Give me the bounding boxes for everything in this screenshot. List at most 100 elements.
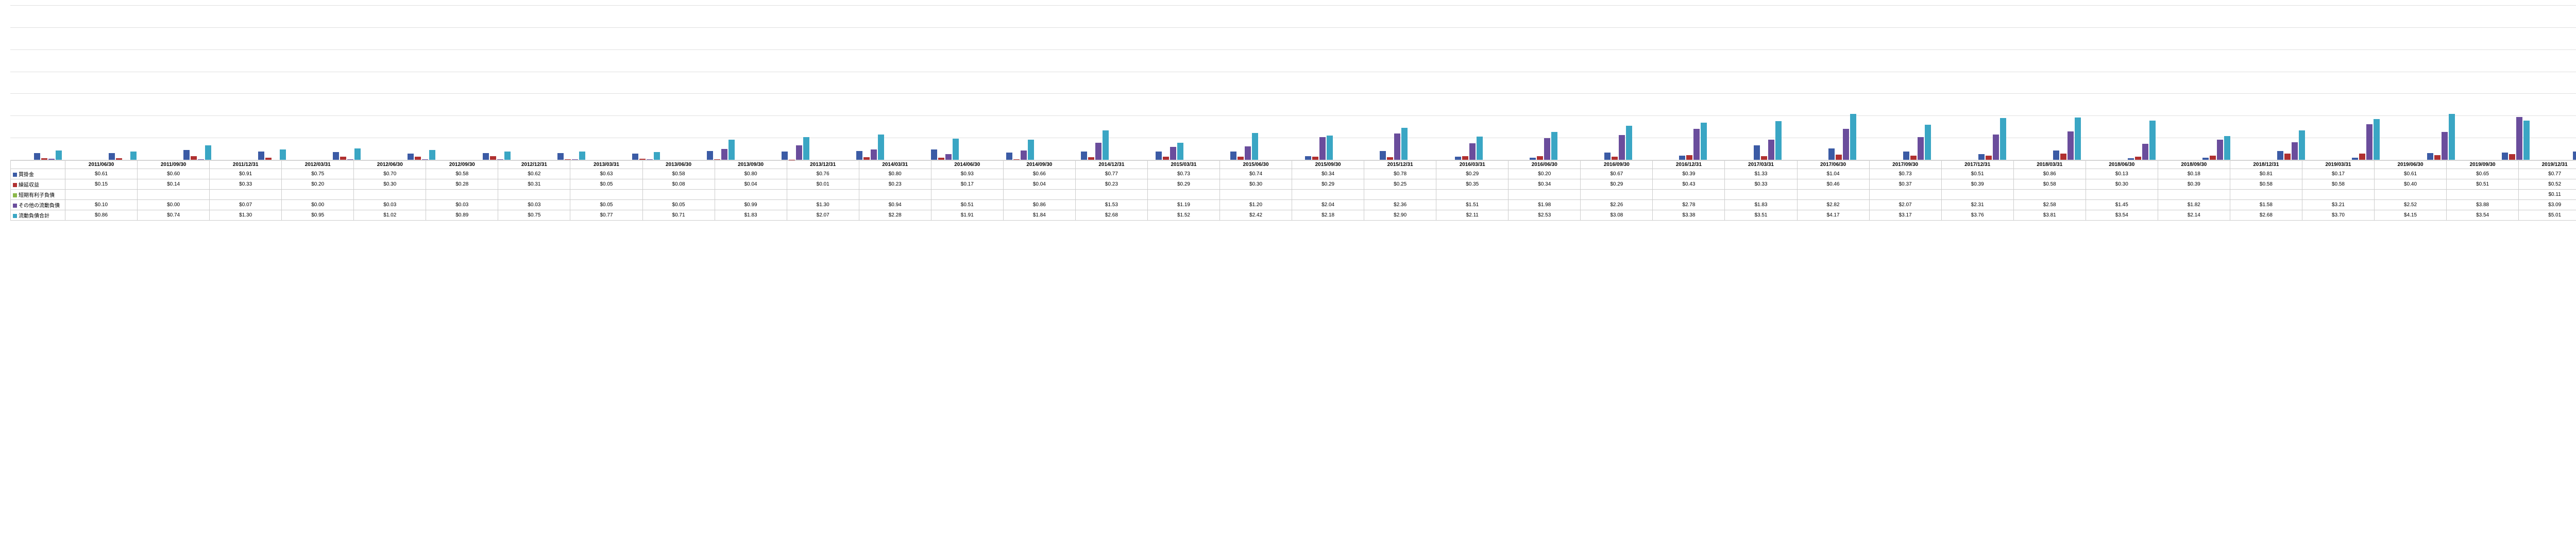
period-group — [310, 5, 384, 160]
data-cell — [1147, 190, 1219, 200]
data-cell: $0.39 — [2158, 179, 2230, 190]
data-table: 2011/06/302011/09/302011/12/312012/03/31… — [10, 160, 2576, 221]
data-cell: $0.00 — [282, 200, 354, 210]
data-cell: $1.52 — [1147, 210, 1219, 221]
bar-accounts_payable — [1455, 157, 1461, 160]
data-cell: $0.86 — [65, 210, 138, 221]
bar-total_current_liab — [130, 152, 137, 160]
data-cell: $2.14 — [2158, 210, 2230, 221]
bar-deferred_revenue — [863, 157, 870, 160]
legend-swatch — [13, 173, 17, 177]
data-cell: $0.40 — [2375, 179, 2447, 190]
bar-other_current_liab — [2516, 117, 2522, 160]
bar-deferred_revenue — [2509, 154, 2515, 160]
period-header: 2014/03/31 — [859, 161, 931, 169]
bar-accounts_payable — [483, 153, 489, 160]
period-group — [2254, 5, 2329, 160]
bar-accounts_payable — [1903, 152, 1909, 160]
data-cell: $0.61 — [65, 169, 138, 179]
data-cell: $0.30 — [1220, 179, 1292, 190]
bar-deferred_revenue — [1612, 157, 1618, 160]
bar-accounts_payable — [707, 151, 713, 160]
series-label: 買掛金 — [19, 172, 34, 178]
period-group — [160, 5, 234, 160]
series-label-cell: 繰延収益 — [11, 179, 65, 190]
data-cell: $1.82 — [2158, 200, 2230, 210]
period-header: 2016/03/31 — [1436, 161, 1509, 169]
bar-accounts_payable — [632, 154, 638, 160]
data-cell: $0.75 — [282, 169, 354, 179]
data-cell: $0.34 — [1509, 179, 1581, 190]
data-cell — [138, 190, 210, 200]
data-cell — [282, 190, 354, 200]
data-cell: $3.81 — [2013, 210, 2086, 221]
table-row: その他の流動負債$0.10$0.00$0.07$0.00$0.03$0.03$0… — [11, 200, 2576, 210]
period-header: 2013/09/30 — [715, 161, 787, 169]
data-cell — [2230, 190, 2302, 200]
bar-other_current_liab — [422, 159, 428, 160]
bar-total_current_liab — [56, 150, 62, 160]
data-cell: $0.15 — [65, 179, 138, 190]
period-header: 2012/09/30 — [426, 161, 498, 169]
period-group — [2104, 5, 2179, 160]
data-cell: $2.28 — [859, 210, 931, 221]
bar-other_current_liab — [1619, 135, 1625, 160]
bar-total_current_liab — [205, 145, 211, 160]
bar-deferred_revenue — [2359, 154, 2365, 160]
chart-plot-area: (単位: 百万USD) $0$2$4$6$8$10$12$14 — [10, 5, 2576, 160]
period-group — [459, 5, 534, 160]
bar-total_current_liab — [2075, 118, 2081, 160]
data-cell: $0.30 — [2086, 179, 2158, 190]
period-header: 2011/12/31 — [210, 161, 282, 169]
period-group — [1581, 5, 1655, 160]
period-header: 2014/12/31 — [1075, 161, 1147, 169]
series-label-cell: 流動負債合計 — [11, 210, 65, 221]
period-header: 2016/09/30 — [1581, 161, 1653, 169]
bar-other_current_liab — [647, 159, 653, 160]
data-cell: $0.52 — [2519, 179, 2576, 190]
header-blank — [11, 161, 65, 169]
bar-other_current_liab — [2442, 132, 2448, 160]
data-cell — [1436, 190, 1509, 200]
bar-accounts_payable — [1754, 145, 1760, 160]
period-group — [683, 5, 758, 160]
period-group — [982, 5, 1057, 160]
series-label-cell: 短期有利子負債 — [11, 190, 65, 200]
period-header: 2018/03/31 — [2013, 161, 2086, 169]
data-cell: $0.58 — [2230, 179, 2302, 190]
data-cell: $2.07 — [1869, 200, 1941, 210]
data-cell: $0.28 — [426, 179, 498, 190]
data-cell: $0.63 — [570, 169, 642, 179]
data-cell: $0.91 — [210, 169, 282, 179]
data-cell — [1220, 190, 1292, 200]
bar-other_current_liab — [1843, 129, 1849, 160]
period-group — [2478, 5, 2553, 160]
data-cell — [2158, 190, 2230, 200]
data-cell: $0.34 — [1292, 169, 1364, 179]
bar-other_current_liab — [572, 159, 578, 160]
bar-accounts_payable — [1604, 153, 1611, 160]
bar-accounts_payable — [183, 150, 190, 160]
data-cell: $1.53 — [1075, 200, 1147, 210]
period-header: 2012/12/31 — [498, 161, 570, 169]
table-row: 流動負債合計$0.86$0.74$1.30$0.95$1.02$0.89$0.7… — [11, 210, 2576, 221]
data-cell — [210, 190, 282, 200]
bar-accounts_payable — [408, 154, 414, 160]
series-label: その他の流動負債 — [19, 203, 60, 209]
bar-total_current_liab — [1103, 130, 1109, 160]
data-cell: $0.89 — [426, 210, 498, 221]
period-group — [2403, 5, 2478, 160]
bar-deferred_revenue — [1163, 157, 1169, 160]
data-cell: $0.01 — [787, 179, 859, 190]
bar-other_current_liab — [2067, 131, 2074, 160]
data-cell — [2302, 190, 2374, 200]
period-header: 2017/09/30 — [1869, 161, 1941, 169]
data-cell: $5.01 — [2519, 210, 2576, 221]
bar-total_current_liab — [1252, 133, 1258, 160]
period-header: 2014/06/30 — [931, 161, 1003, 169]
bar-total_current_liab — [579, 152, 585, 160]
data-cell: $0.11 — [2519, 190, 2576, 200]
bar-deferred_revenue — [1013, 159, 1020, 160]
data-cell: $0.93 — [931, 169, 1003, 179]
data-cell: $0.03 — [354, 200, 426, 210]
